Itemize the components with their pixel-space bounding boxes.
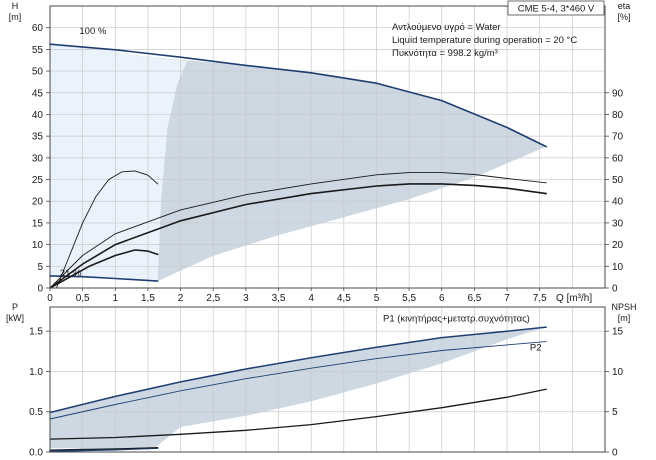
info-line: Αντλούμενο υγρό = Water <box>392 22 501 33</box>
series-line <box>49 326 547 414</box>
x-tick-label: 7,5 <box>533 293 547 304</box>
y2-tick-label: 20 <box>612 240 624 251</box>
y2-axis-unit: [%] <box>617 12 630 22</box>
y2-tick-label: 80 <box>612 110 624 121</box>
y-axis-unit: [kW] <box>6 313 24 323</box>
y2-tick-label: 10 <box>612 262 624 273</box>
y-tick-label: 50 <box>32 67 44 78</box>
y-tick-label: 40 <box>32 110 44 121</box>
title-box <box>507 0 605 16</box>
y2-tick-label: 15 <box>612 327 624 338</box>
x-tick-label: 0 <box>47 293 53 304</box>
y2-tick-label: 60 <box>612 153 624 164</box>
plot-frame <box>49 5 606 289</box>
y-tick-label: 1.0 <box>29 367 43 378</box>
x-tick-label: 5 <box>374 293 380 304</box>
y-tick-label: 60 <box>32 23 44 34</box>
y2-tick-label: 10 <box>612 367 624 378</box>
x-tick-label: 6 <box>439 293 445 304</box>
y2-axis-label: eta <box>618 1 631 11</box>
percent-label: 21 % <box>60 268 82 279</box>
y2-tick-label: 90 <box>612 88 624 99</box>
y-axis-label: P <box>12 302 18 312</box>
x-tick-label: 7 <box>504 293 510 304</box>
y2-axis-unit: [m] <box>618 313 631 323</box>
y-tick-label: 15 <box>32 218 44 229</box>
y2-tick-label: 0 <box>612 448 618 459</box>
x-tick-label: 5,5 <box>402 293 416 304</box>
y-tick-label: 0.0 <box>29 448 43 459</box>
x-tick-label: 4 <box>308 293 314 304</box>
x-tick-label: 2 <box>178 293 184 304</box>
performance-chart: 0510152025303540455055600102030405060708… <box>9 0 631 304</box>
y-tick-label: 35 <box>32 132 44 143</box>
series-line <box>49 447 159 451</box>
y2-tick-label: 50 <box>612 175 624 186</box>
series-label: P1 (κινητήρας+μετατρ.συχνότητας) <box>383 314 530 325</box>
series-line <box>49 249 159 289</box>
y-tick-label: 0 <box>37 284 43 295</box>
y2-tick-label: 30 <box>612 218 624 229</box>
x-tick-label: 3 <box>243 293 249 304</box>
x-tick-label: 4,5 <box>337 293 351 304</box>
x-tick-label: 0,5 <box>76 293 90 304</box>
series-label: P2 <box>530 343 542 354</box>
y-tick-label: 45 <box>32 88 44 99</box>
y-tick-label: 25 <box>32 175 44 186</box>
y-tick-label: 55 <box>32 45 44 56</box>
y-axis-label: H <box>12 1 19 11</box>
operating-region <box>50 327 547 448</box>
y-tick-label: 20 <box>32 197 44 208</box>
x-tick-label: 3,5 <box>272 293 286 304</box>
plot-frame <box>49 306 606 453</box>
y-axis-unit: [m] <box>9 12 22 22</box>
y-tick-label: 1.5 <box>29 327 43 338</box>
info-line: Πυκνότητα = 998.2 kg/m³ <box>392 48 498 59</box>
y2-tick-label: 0 <box>612 284 618 295</box>
y-tick-label: 30 <box>32 153 44 164</box>
y2-tick-label: 5 <box>612 407 618 418</box>
series-line <box>49 183 548 289</box>
x-tick-label: 6,5 <box>467 293 481 304</box>
series-line <box>49 43 548 148</box>
y-tick-label: 10 <box>32 240 44 251</box>
series-line <box>56 170 159 289</box>
low-speed-region <box>50 44 188 282</box>
y2-axis-label: NPSH <box>611 302 636 312</box>
y-tick-label: 5 <box>37 262 43 273</box>
series-line <box>49 341 547 420</box>
x-tick-label: 1 <box>113 293 119 304</box>
series-line <box>49 388 547 440</box>
series-line <box>49 172 547 289</box>
x-tick-label: 2,5 <box>206 293 220 304</box>
percent-label: 100 % <box>79 26 106 37</box>
info-line: Liquid temperature during operation = 20… <box>392 35 577 46</box>
x-axis-label: Q [m³/h] <box>556 293 592 304</box>
y2-tick-label: 70 <box>612 132 624 143</box>
operating-region <box>50 44 547 282</box>
y-tick-label: 0.5 <box>29 407 43 418</box>
title-box-text: CME 5-4, 3*460 V <box>518 4 595 15</box>
series-line <box>49 447 159 453</box>
power-npsh-chart: P1 (κινητήρας+μετατρ.συχνότητας) P2 0.0 0.5… <box>6 302 637 459</box>
y2-tick-label: 40 <box>612 197 624 208</box>
x-tick-label: 1,5 <box>141 293 155 304</box>
